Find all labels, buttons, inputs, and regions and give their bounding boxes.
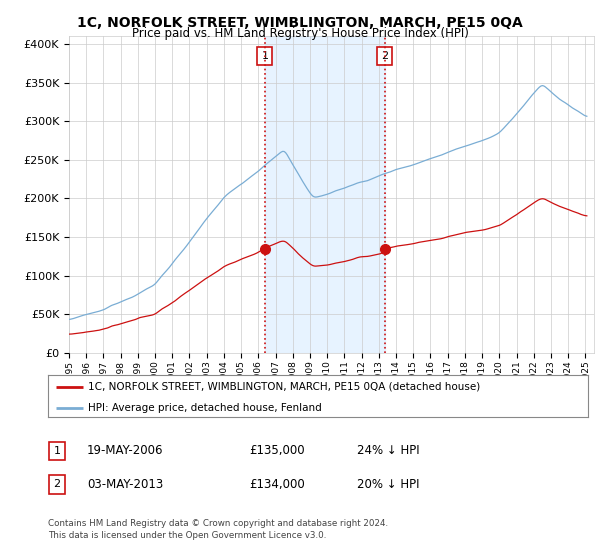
Text: £135,000: £135,000 <box>249 444 305 458</box>
Bar <box>265 36 385 353</box>
Text: 1C, NORFOLK STREET, WIMBLINGTON, MARCH, PE15 0QA (detached house): 1C, NORFOLK STREET, WIMBLINGTON, MARCH, … <box>89 382 481 392</box>
Text: 20% ↓ HPI: 20% ↓ HPI <box>357 478 419 491</box>
Text: 1C, NORFOLK STREET, WIMBLINGTON, MARCH, PE15 0QA: 1C, NORFOLK STREET, WIMBLINGTON, MARCH, … <box>77 16 523 30</box>
Text: Contains HM Land Registry data © Crown copyright and database right 2024.
This d: Contains HM Land Registry data © Crown c… <box>48 519 388 540</box>
Text: 2: 2 <box>381 51 388 60</box>
Text: 19-MAY-2006: 19-MAY-2006 <box>87 444 163 458</box>
Text: HPI: Average price, detached house, Fenland: HPI: Average price, detached house, Fenl… <box>89 403 322 413</box>
Text: 1: 1 <box>53 446 61 456</box>
Text: 2: 2 <box>53 479 61 489</box>
Text: 24% ↓ HPI: 24% ↓ HPI <box>357 444 419 458</box>
Text: 03-MAY-2013: 03-MAY-2013 <box>87 478 163 491</box>
Text: 1: 1 <box>262 51 268 60</box>
Text: Price paid vs. HM Land Registry's House Price Index (HPI): Price paid vs. HM Land Registry's House … <box>131 27 469 40</box>
Text: £134,000: £134,000 <box>249 478 305 491</box>
